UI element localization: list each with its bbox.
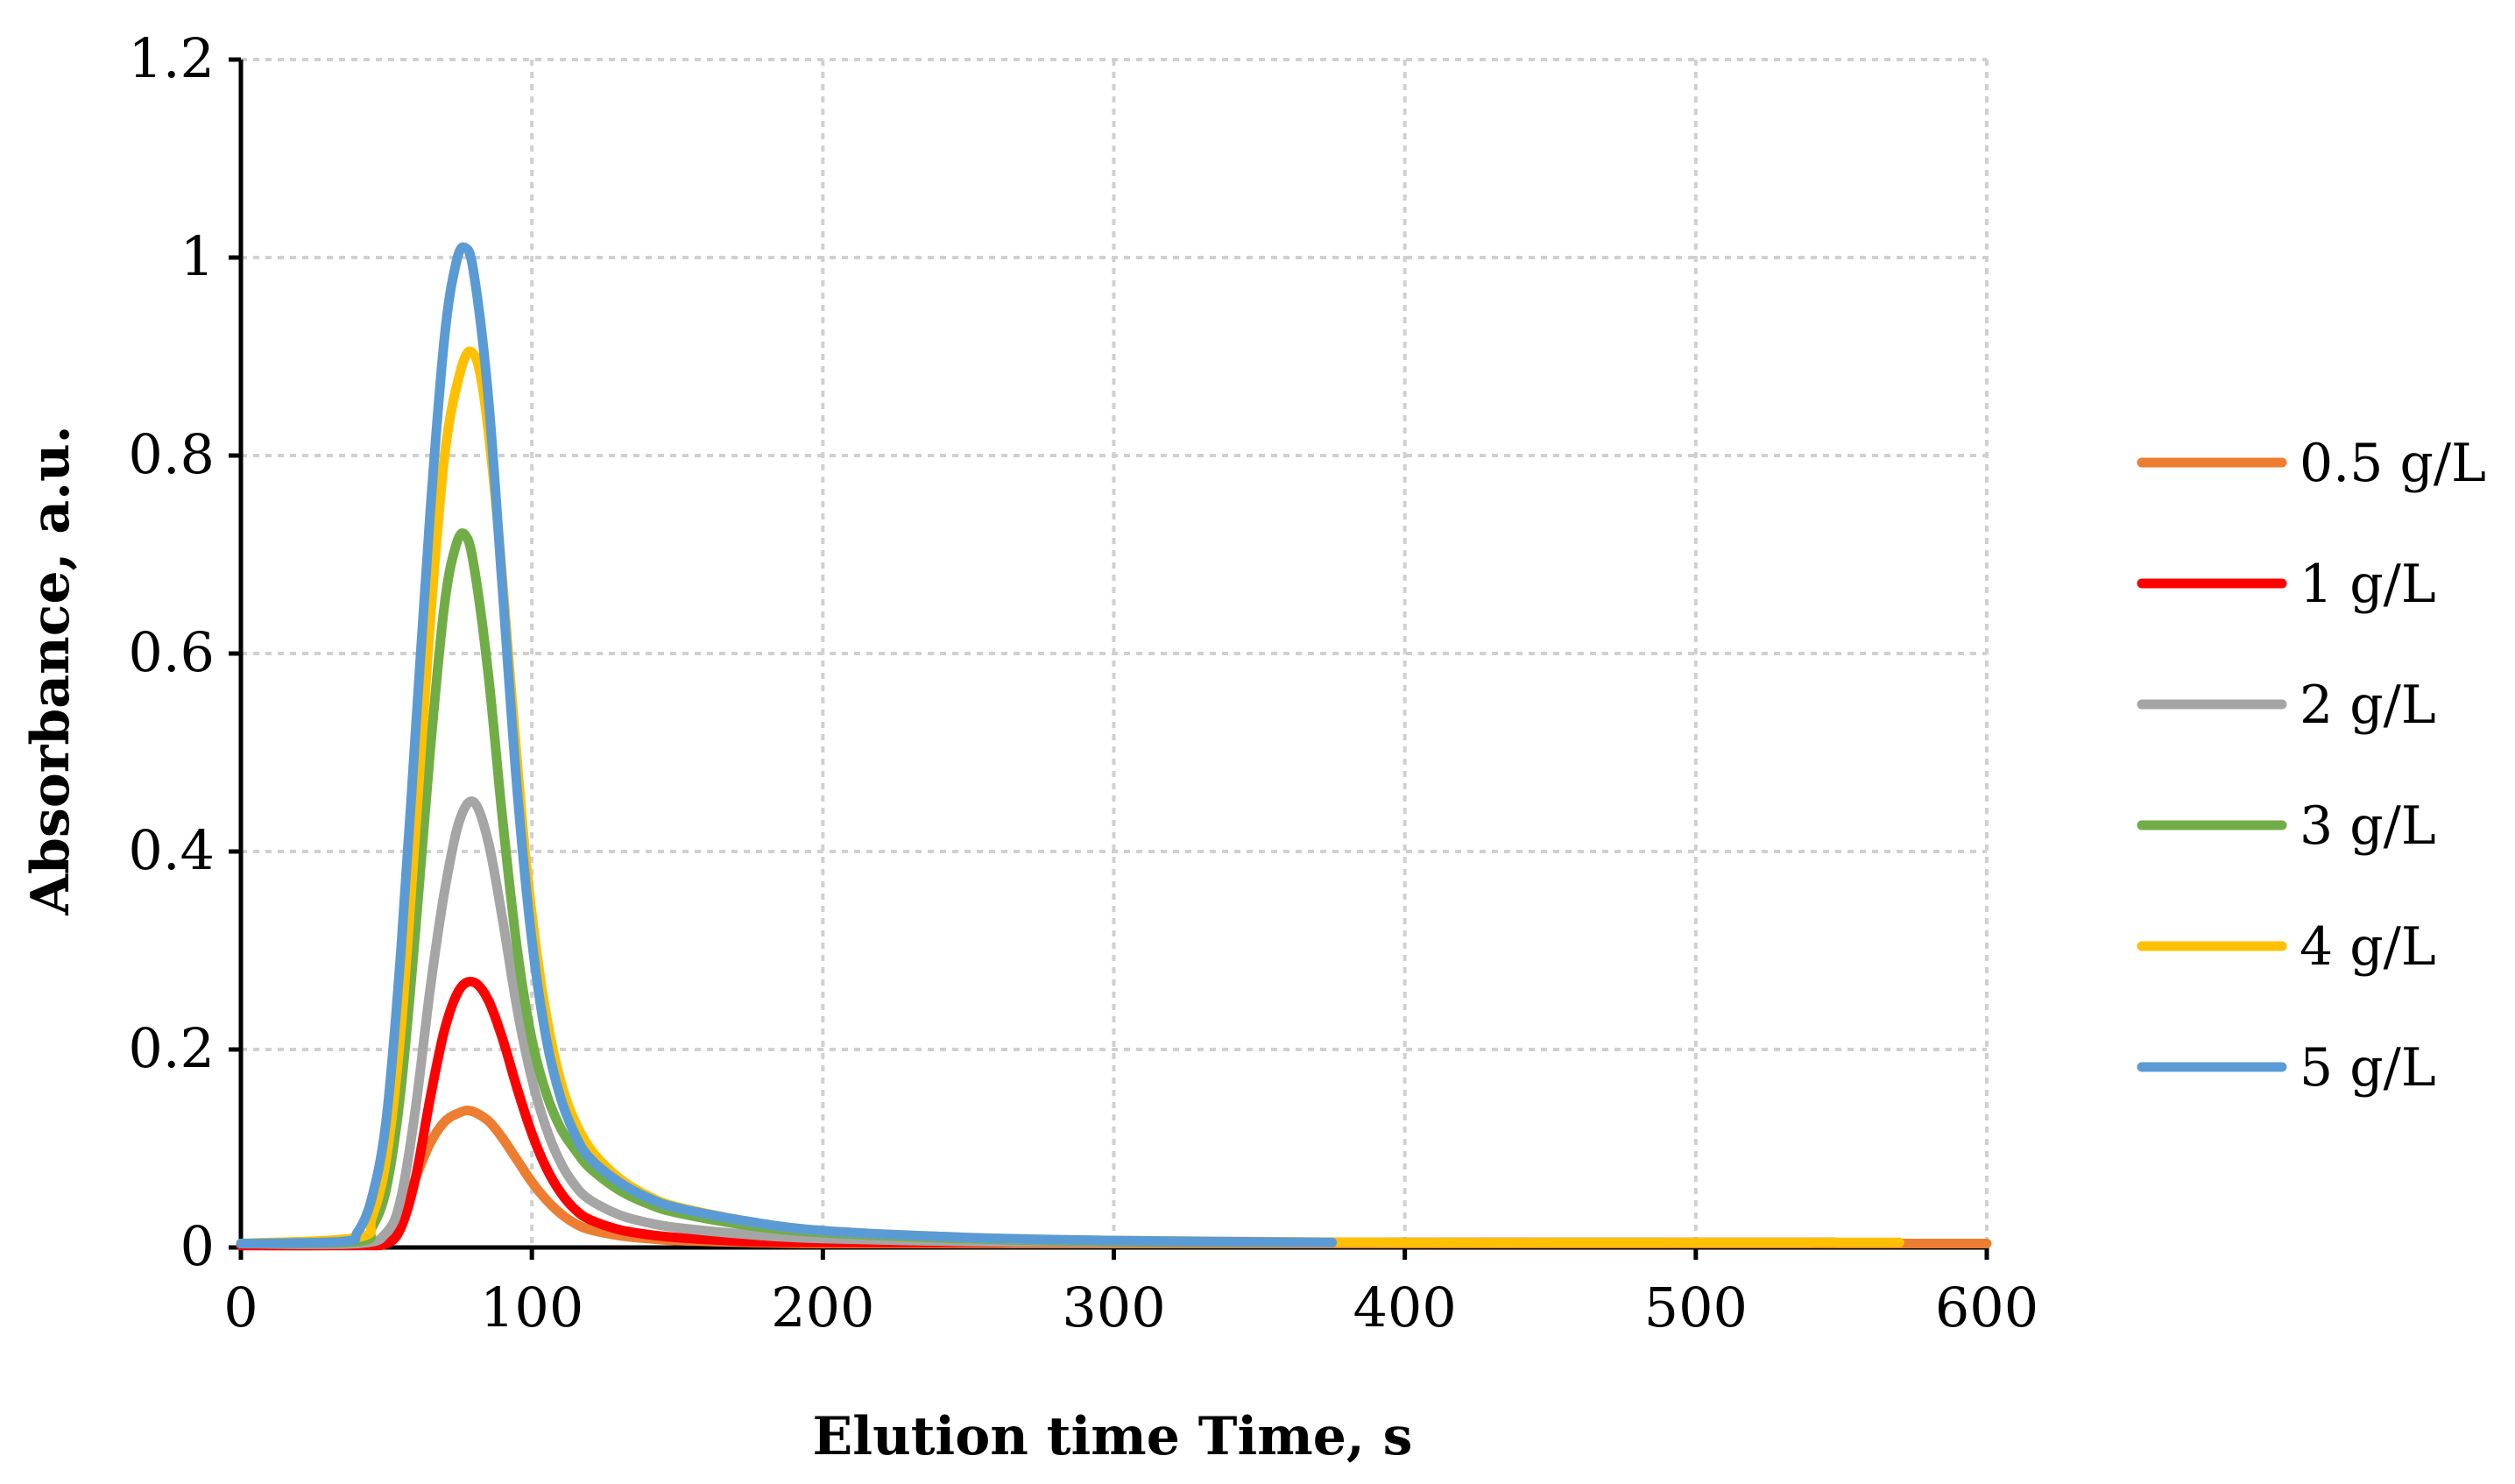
legend-label: 1 g/L — [2300, 554, 2436, 615]
y-tick-label: 0.6 — [128, 620, 215, 684]
y-axis-title: Absorbance, a.u. — [20, 425, 81, 915]
x-tick-label: 200 — [771, 1276, 874, 1339]
grid-layer — [241, 58, 1989, 1247]
y-tick-label: 0.8 — [128, 422, 215, 486]
legend-label: 3 g/L — [2300, 795, 2436, 857]
legend-label: 4 g/L — [2300, 916, 2436, 978]
x-axis-title: Elution time Time, s — [813, 1406, 1413, 1467]
series-line-3-g-l — [236, 528, 1294, 1248]
series-line-4-g-l — [236, 346, 1904, 1248]
series-line-5-g-l — [236, 242, 1338, 1248]
series-layer — [236, 242, 1992, 1251]
y-tick-label: 1 — [180, 224, 215, 288]
x-tick-label: 300 — [1062, 1276, 1165, 1339]
legend-label: 0.5 g/L — [2300, 433, 2486, 494]
x-tick-label: 600 — [1935, 1276, 2038, 1339]
x-tick-label: 100 — [480, 1276, 583, 1339]
legend-label: 2 g/L — [2300, 675, 2436, 736]
x-tick-label: 0 — [223, 1276, 258, 1339]
y-tick-label: 0.4 — [128, 818, 215, 882]
x-tick-label: 500 — [1644, 1276, 1748, 1339]
y-tick-label: 0.2 — [128, 1016, 215, 1080]
y-tick-label: 1.2 — [128, 26, 215, 90]
y-tick-label: 0 — [180, 1214, 215, 1278]
series-line-2-g-l — [236, 796, 1818, 1249]
legend: 0.5 g/L 1 g/L 2 g/L 3 g/L 4 g/L 5 g/L — [2137, 433, 2486, 1099]
axes-layer: 0 0.2 0.4 0.6 0.8 1 1.2 0 100 200 300 400 500 600 — [128, 26, 2038, 1339]
legend-label: 5 g/L — [2300, 1037, 2436, 1099]
x-tick-label: 400 — [1353, 1276, 1456, 1339]
